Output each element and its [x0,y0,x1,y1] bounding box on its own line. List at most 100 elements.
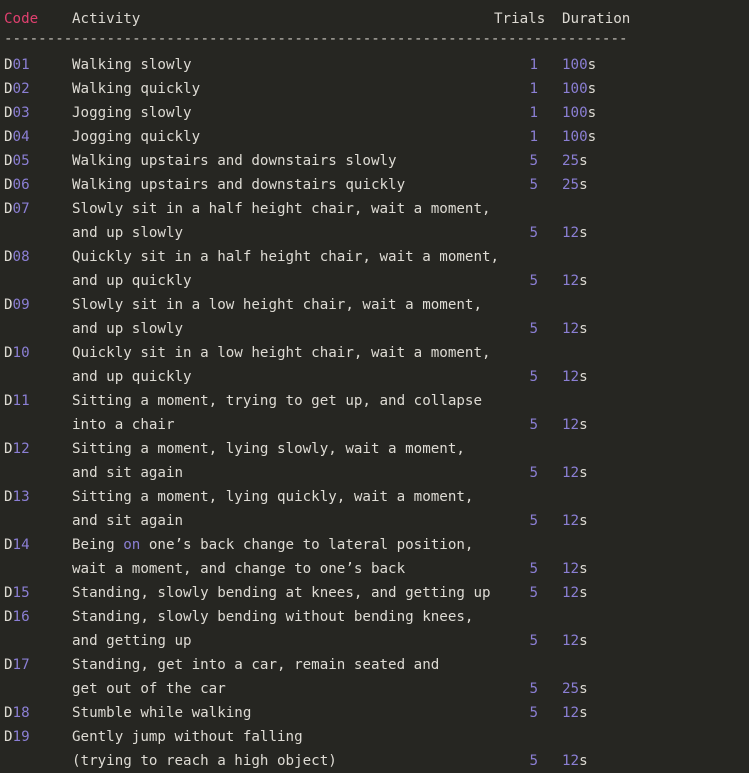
table-row: D16 Standing, slowly bending without bend… [0,605,749,629]
duration-number: 25 [562,177,580,193]
activity-code: D13 [4,485,30,509]
activity-code-letter: D [4,297,13,313]
table-row: D07 Slowly sit in a half height chair, wa… [0,197,749,221]
table-header-row: Code Activity Trials Duration [0,7,749,31]
table-row: D04 Jogging quickly 1 100s [0,125,749,149]
activity-description: Standing, get into a car, remain seated … [72,657,440,673]
column-header-duration: Duration [562,11,631,27]
duration-number: 100 [562,105,588,121]
trials-value: 5 [494,173,538,197]
trials-value: 1 [494,125,538,149]
duration-unit: s [579,585,588,601]
table-row: D08 Quickly sit in a half height chair, w… [0,245,749,269]
table-row: and up slowly 5 12s [0,221,749,245]
trials-value: 1 [494,53,538,77]
activity-description: Slowly sit in a half height chair, wait … [72,201,491,217]
activity-code-number: 07 [12,201,30,217]
activity-code: D06 [4,173,30,197]
activity-description: Sitting a moment, lying quickly, wait a … [72,489,474,505]
table-row: get out of the car 5 25s [0,677,749,701]
duration-number: 100 [562,81,588,97]
table-row: D15 Standing, slowly bending at knees, an… [0,581,749,605]
duration-value: 100s [562,125,596,149]
activity-code-letter: D [4,585,13,601]
duration-unit: s [579,465,588,481]
trials-value: 5 [494,317,538,341]
duration-value: 12s [562,509,588,533]
trials-number: 5 [529,705,538,721]
activity-code: D11 [4,389,30,413]
activity-description: and up quickly [72,273,192,289]
table-row: wait a moment, and change to one’s back 5… [0,557,749,581]
table-row: and up quickly 5 12s [0,269,749,293]
activity-code-number: 15 [12,585,30,601]
activity-code: D07 [4,197,30,221]
trials-number: 5 [529,753,538,769]
table-row: and sit again 5 12s [0,509,749,533]
duration-value: 25s [562,173,588,197]
activity-code-letter: D [4,729,13,745]
table-row: D13 Sitting a moment, lying quickly, wait… [0,485,749,509]
activity-code-letter: D [4,657,13,673]
duration-unit: s [579,633,588,649]
duration-value: 12s [562,557,588,581]
activity-code: D10 [4,341,30,365]
duration-unit: s [579,321,588,337]
duration-number: 12 [562,753,580,769]
trials-value: 1 [494,77,538,101]
activity-description: Standing, slowly bending without bending… [72,609,474,625]
trials-value: 5 [494,509,538,533]
activity-code-number: 11 [12,393,30,409]
duration-unit: s [579,225,588,241]
activity-code-letter: D [4,129,13,145]
table-body: D01 Walking slowly 1 100s D02 Walking quickly… [0,53,749,773]
duration-unit: s [579,153,588,169]
activity-code-number: 05 [12,153,30,169]
duration-value: 25s [562,677,588,701]
activity-description: Walking quickly [72,81,201,97]
trials-number: 1 [529,57,538,73]
trials-value: 5 [494,269,538,293]
activity-description: wait a moment, and change to one’s back [72,561,406,577]
duration-number: 12 [562,321,580,337]
duration-number: 12 [562,513,580,529]
trials-number: 5 [529,153,538,169]
trials-number: 1 [529,105,538,121]
table-row: D10 Quickly sit in a low height chair, wa… [0,341,749,365]
activity-description: Quickly sit in a low height chair, wait … [72,345,491,361]
activity-description: Sitting a moment, trying to get up, and … [72,393,482,409]
activity-code-letter: D [4,393,13,409]
table-row: D02 Walking quickly 1 100s [0,77,749,101]
activity-code-letter: D [4,81,13,97]
duration-number: 12 [562,465,580,481]
table-row: D12 Sitting a moment, lying slowly, wait … [0,437,749,461]
activity-code-letter: D [4,249,13,265]
duration-value: 12s [562,365,588,389]
duration-unit: s [579,681,588,697]
duration-unit: s [579,177,588,193]
top-spacer [0,0,749,7]
trials-number: 5 [529,417,538,433]
activity-keyword: on [123,537,141,553]
duration-value: 12s [562,581,588,605]
table-row: and up quickly 5 12s [0,365,749,389]
trials-value: 5 [494,461,538,485]
duration-unit: s [579,753,588,769]
trials-value: 5 [494,581,538,605]
duration-unit: s [579,273,588,289]
duration-value: 12s [562,317,588,341]
activity-code: D05 [4,149,30,173]
activity-text-segment: one’s back change to lateral position, [140,537,474,553]
table-row: D09 Slowly sit in a low height chair, wai… [0,293,749,317]
duration-value: 100s [562,77,596,101]
activity-code-letter: D [4,153,13,169]
activity-code-letter: D [4,705,13,721]
activity-code-number: 14 [12,537,30,553]
duration-number: 12 [562,225,580,241]
trials-number: 5 [529,321,538,337]
activity-code: D08 [4,245,30,269]
trials-value: 5 [494,677,538,701]
activity-code-letter: D [4,57,13,73]
activity-code: D15 [4,581,30,605]
activity-description: and up slowly [72,321,184,337]
